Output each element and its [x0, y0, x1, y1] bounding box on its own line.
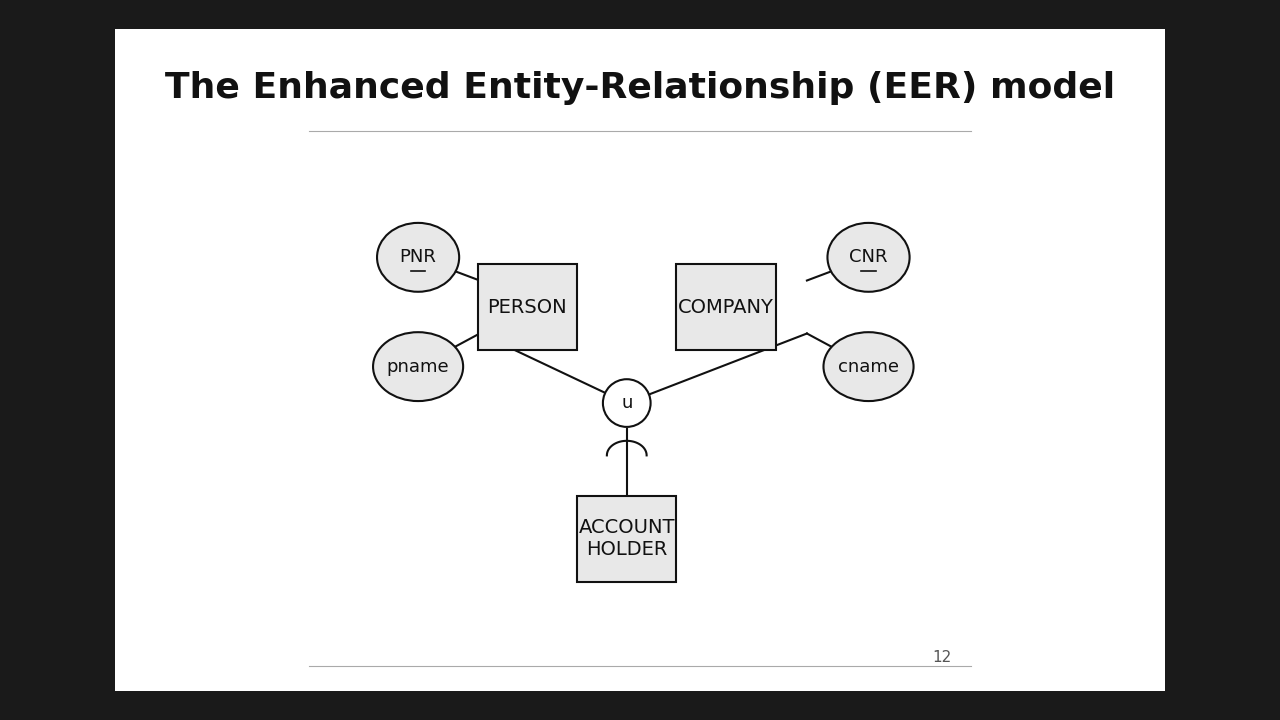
- Text: 12: 12: [932, 649, 951, 665]
- Ellipse shape: [378, 223, 460, 292]
- Text: CNR: CNR: [849, 248, 888, 266]
- Text: PERSON: PERSON: [488, 297, 567, 317]
- Text: cname: cname: [838, 358, 899, 376]
- Text: The Enhanced Entity-Relationship (EER) model: The Enhanced Entity-Relationship (EER) m…: [165, 71, 1115, 105]
- Text: pname: pname: [387, 358, 449, 376]
- Text: ACCOUNT
HOLDER: ACCOUNT HOLDER: [579, 518, 675, 559]
- Ellipse shape: [827, 223, 910, 292]
- Ellipse shape: [603, 379, 650, 427]
- FancyBboxPatch shape: [477, 264, 577, 350]
- Ellipse shape: [372, 332, 463, 401]
- Text: COMPANY: COMPANY: [678, 297, 774, 317]
- FancyBboxPatch shape: [577, 496, 676, 582]
- Ellipse shape: [823, 332, 914, 401]
- FancyBboxPatch shape: [676, 264, 776, 350]
- Text: u: u: [621, 394, 632, 412]
- Text: PNR: PNR: [399, 248, 436, 266]
